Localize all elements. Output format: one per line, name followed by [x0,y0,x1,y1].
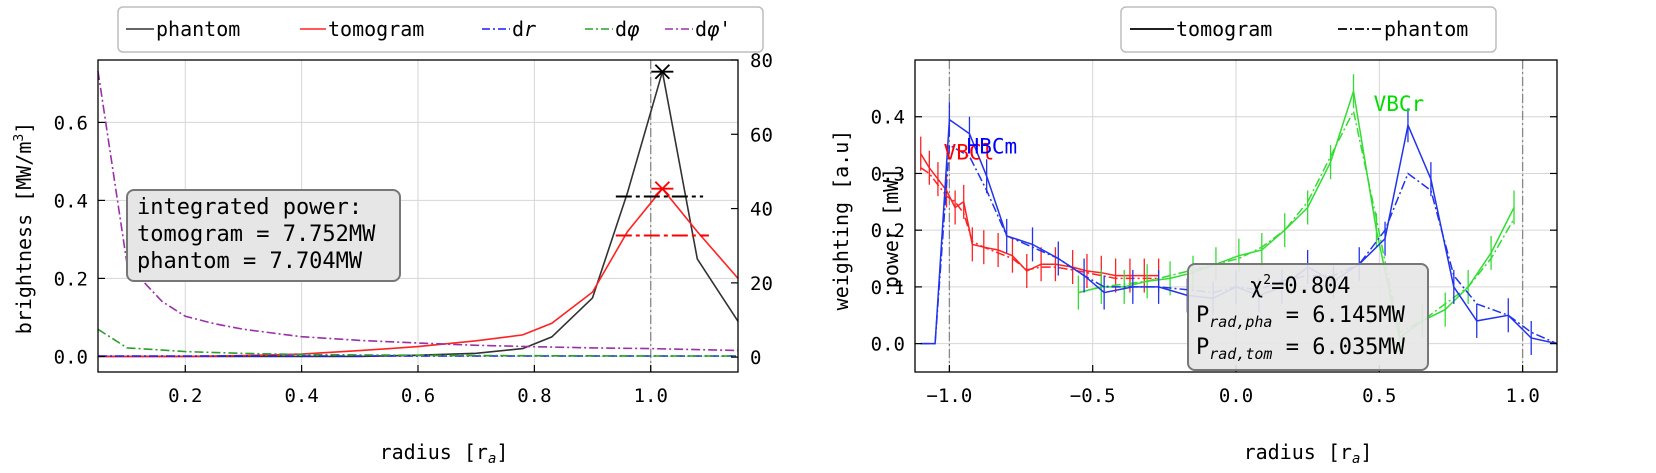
left-ticks: 0.2 0.4 0.6 0.8 1.0 0.0 0.2 0.4 0.6 0 20 40 60 80 [54,50,773,407]
left-y-tick-label: 0.0 [54,346,88,368]
right-y-tick-label: 0.3 [871,163,905,185]
legend-label-phantom: phantom [156,17,240,41]
camera-label-hbcm: HBCm [967,135,1018,159]
left-x-tick-label: 0.8 [517,385,551,407]
left-series-line-dφ' [97,70,739,352]
right-y-tick-label: 0.2 [871,220,905,242]
right-series-line-vbcr-phantom [1078,108,1515,334]
left-x-tick-label: 0.4 [284,385,318,407]
left-y2-tick-label: 40 [750,199,773,221]
legend-label-phantom-right: phantom [1384,17,1468,41]
right-y-tick-label: 0.1 [871,277,905,299]
left-y-tick-label: 0.6 [54,112,88,134]
p-rad-pha-text: Prad,pha = 6.145MW [1196,303,1406,331]
left-y-tick-label: 0.4 [54,190,88,212]
legend-label-dphi-prime: dφ' [695,17,731,41]
right-x-tick-label: 0.5 [1362,385,1396,407]
right-x-tick-label: −1.0 [927,385,973,407]
right-annotation-box: χ2=0.804 Prad,pha = 6.145MW Prad,tom = 6… [1187,263,1429,371]
annotation-line-3: phantom = 7.704MW [137,249,363,274]
left-x-axis-label: radius [ra] [380,440,509,467]
left-x-tick-label: 1.0 [634,385,668,407]
right-series-line-hbcm-phantom [920,143,1558,345]
left-y2-axis-label: weighting [a.u] [829,130,853,311]
right-x-axis-label: radius [ra] [1244,440,1373,467]
p-rad-tom-text: Prad,tom = 6.035MW [1196,335,1406,363]
annotation-line-1: integrated power: [137,195,362,220]
left-series-line-dφ [97,328,738,357]
left-y2-tick-label: 20 [750,273,773,295]
chi-squared-text: χ2=0.804 [1250,273,1351,299]
legend-label-tomogram: tomogram [328,17,424,41]
camera-label-vbcl: VBCl [944,140,995,164]
right-series-line-vbcl-phantom [920,167,1159,280]
left-legend: phantom tomogram dr dφ dφ' [117,6,764,53]
left-chart: 0.2 0.4 0.6 0.8 1.0 0.0 0.2 0.4 0.6 0 20 40 60 80 int… [12,6,853,467]
left-markers [615,64,709,237]
right-legend: tomogram phantom [1120,6,1497,53]
right-x-tick-label: 1.0 [1505,385,1539,407]
left-x-tick-label: 0.2 [168,385,202,407]
left-x-tick-label: 0.6 [401,385,435,407]
camera-label-vbcr: VBCr [1374,92,1425,116]
annotation-line-2: tomogram = 7.752MW [137,222,376,247]
right-x-tick-label: −0.5 [1070,385,1116,407]
left-y2-tick-label: 0 [750,347,761,369]
right-y-axis-label: power [mW] [879,168,903,288]
right-x-tick-label: 0.0 [1219,385,1253,407]
left-series [97,70,739,358]
legend-label-dphi: dφ [615,17,640,41]
left-y2-tick-label: 60 [750,124,773,146]
left-y-tick-label: 0.2 [54,268,88,290]
right-chart: −1.0 −0.5 0.0 0.5 1.0 0.0 0.1 0.2 0.3 0.4 VBCl HB… [871,6,1558,467]
left-annotation-box: integrated power: tomogram = 7.752MW pha… [126,189,401,282]
left-y-axis-label: brightness [MW/m3] [12,122,36,335]
right-series-line-vbcl-tomogram [920,153,1159,277]
right-ticks: −1.0 −0.5 0.0 0.5 1.0 0.0 0.1 0.2 0.3 0.4 [871,107,1557,407]
left-y2-tick-label: 80 [750,50,773,72]
legend-label-dr: dr [512,17,536,41]
right-y-tick-label: 0.4 [871,107,905,129]
right-y-tick-label: 0.0 [871,334,905,356]
legend-label-tomogram-right: tomogram [1176,17,1272,41]
